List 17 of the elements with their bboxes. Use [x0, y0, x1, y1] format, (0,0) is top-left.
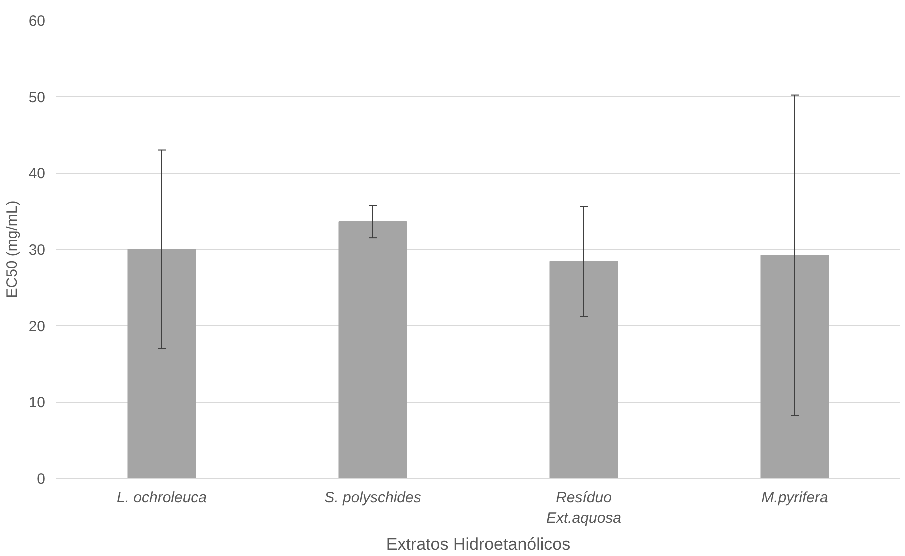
y-tick-label: 0 — [37, 471, 46, 488]
x-tick-label: L. ochroleuca — [116, 490, 208, 506]
y-tick-label: 30 — [28, 242, 46, 259]
y-axis-title: EC50 (mg/mL) — [4, 200, 21, 298]
y-tick-label: 10 — [28, 394, 46, 412]
bar — [760, 255, 830, 478]
bar — [550, 261, 618, 478]
y-tick-label: 40 — [28, 166, 46, 183]
bar — [338, 222, 408, 478]
y-tick-label: 20 — [28, 318, 46, 336]
y-tick-label: 50 — [28, 89, 46, 106]
x-tick-label: S. polyschides — [324, 490, 422, 506]
y-tick-label: 60 — [28, 13, 46, 30]
x-tick-label: Resíduo Ext.aquosa — [546, 490, 622, 527]
x-tick-label: M.pyrifera — [762, 490, 828, 506]
x-axis-title: Extratos Hidroetanólicos — [386, 534, 571, 554]
bar — [128, 249, 196, 478]
